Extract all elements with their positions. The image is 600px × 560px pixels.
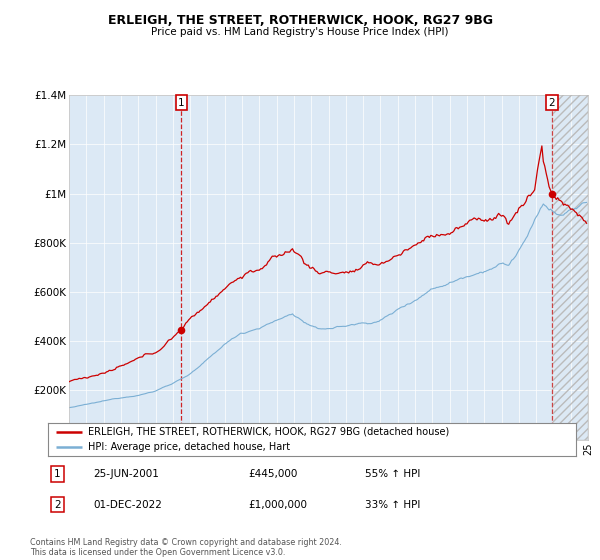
Point bbox=[176, 326, 186, 335]
Text: 55% ↑ HPI: 55% ↑ HPI bbox=[365, 469, 420, 479]
Text: 1: 1 bbox=[178, 97, 185, 108]
Text: ERLEIGH, THE STREET, ROTHERWICK, HOOK, RG27 9BG (detached house): ERLEIGH, THE STREET, ROTHERWICK, HOOK, R… bbox=[88, 427, 449, 437]
Text: HPI: Average price, detached house, Hart: HPI: Average price, detached house, Hart bbox=[88, 442, 290, 452]
Text: 2: 2 bbox=[54, 500, 61, 510]
Text: ERLEIGH, THE STREET, ROTHERWICK, HOOK, RG27 9BG: ERLEIGH, THE STREET, ROTHERWICK, HOOK, R… bbox=[107, 14, 493, 27]
Text: Contains HM Land Registry data © Crown copyright and database right 2024.
This d: Contains HM Land Registry data © Crown c… bbox=[30, 538, 342, 557]
Text: 2: 2 bbox=[549, 97, 556, 108]
Text: Price paid vs. HM Land Registry's House Price Index (HPI): Price paid vs. HM Land Registry's House … bbox=[151, 27, 449, 37]
Text: £1,000,000: £1,000,000 bbox=[248, 500, 308, 510]
Text: 1: 1 bbox=[54, 469, 61, 479]
Text: 33% ↑ HPI: 33% ↑ HPI bbox=[365, 500, 420, 510]
Point bbox=[547, 189, 557, 198]
Text: 01-DEC-2022: 01-DEC-2022 bbox=[93, 500, 162, 510]
Text: £445,000: £445,000 bbox=[248, 469, 298, 479]
Text: 25-JUN-2001: 25-JUN-2001 bbox=[93, 469, 159, 479]
